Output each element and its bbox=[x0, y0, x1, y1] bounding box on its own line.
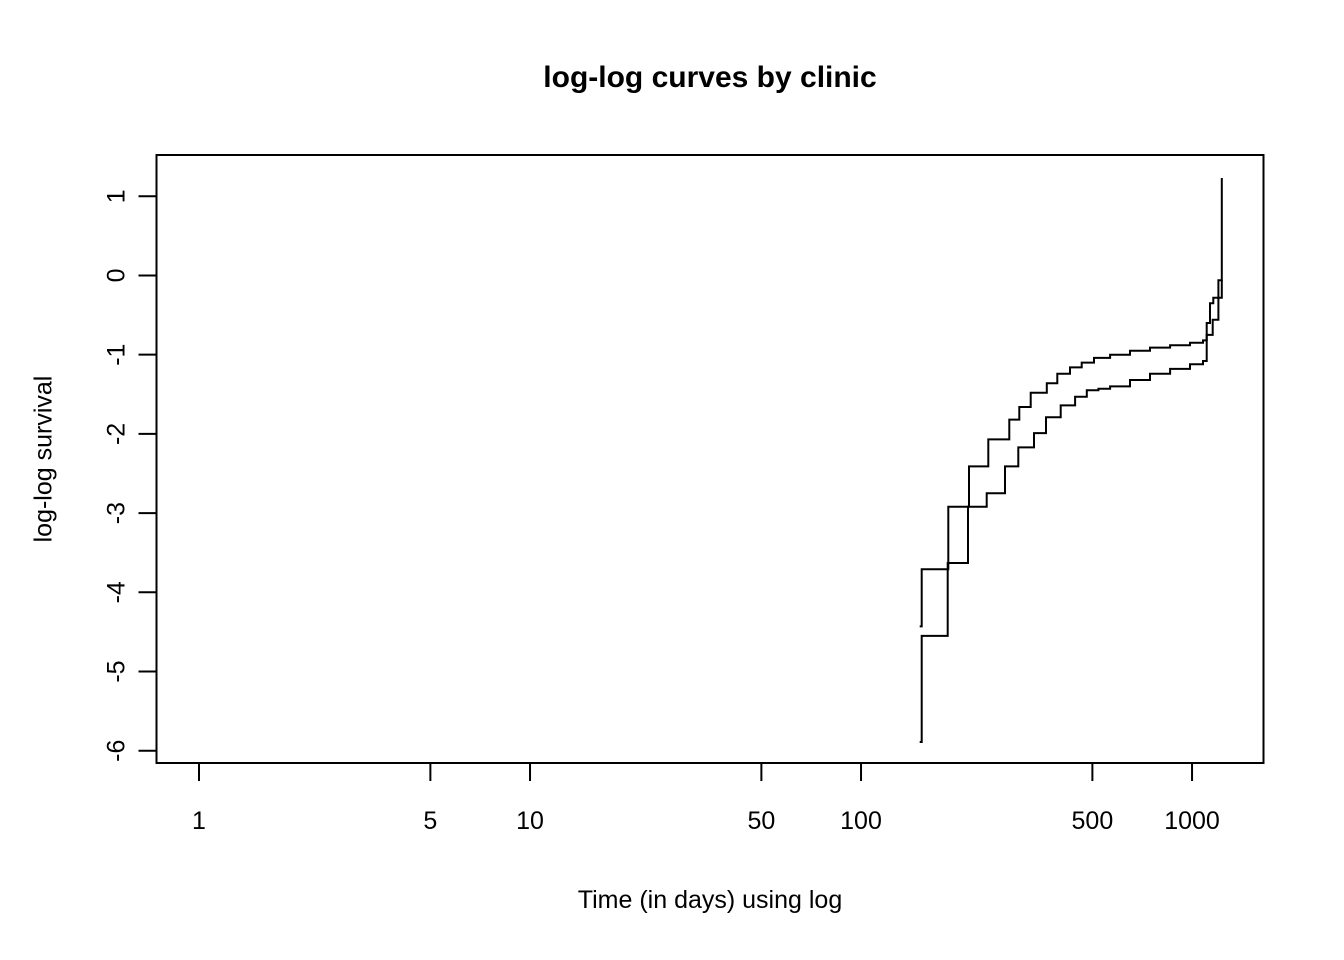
y-tick-label: 1 bbox=[103, 189, 131, 203]
y-tick-label: 0 bbox=[103, 269, 131, 283]
x-tick-label: 10 bbox=[516, 807, 544, 835]
survival-curve-clinic-curve-lower bbox=[919, 280, 1223, 743]
y-tick-label: -2 bbox=[103, 423, 131, 445]
y-tick-label: -5 bbox=[103, 660, 131, 682]
survival-curve-clinic-curve-upper bbox=[919, 178, 1223, 628]
y-tick-label: -1 bbox=[103, 344, 131, 366]
plot-box bbox=[155, 154, 1265, 764]
x-tick-label: 50 bbox=[747, 807, 775, 835]
y-tick-label: -6 bbox=[103, 740, 131, 762]
y-tick-label: -3 bbox=[103, 502, 131, 524]
x-axis-title: Time (in days) using log bbox=[577, 886, 843, 914]
y-axis-title: log-log survival bbox=[29, 375, 58, 543]
chart-title: log-log curves by clinic bbox=[543, 61, 877, 94]
y-tick-label: -4 bbox=[103, 581, 131, 603]
x-tick-label: 100 bbox=[840, 807, 882, 835]
x-tick-label: 1 bbox=[192, 807, 206, 835]
x-tick-label: 5 bbox=[423, 807, 437, 835]
x-tick-label: 500 bbox=[1072, 807, 1114, 835]
x-tick-label: 1000 bbox=[1164, 807, 1220, 835]
